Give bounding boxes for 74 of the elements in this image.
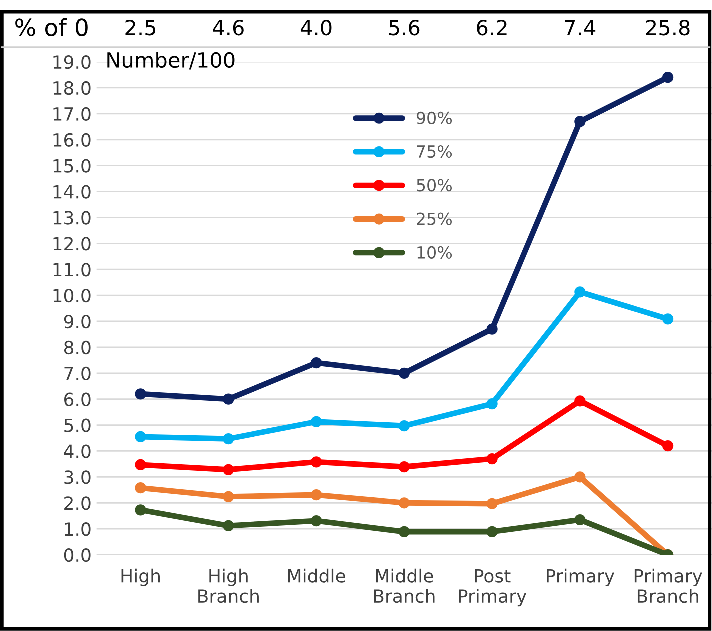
point (398, 368, 410, 379)
text: 2.5 (126, 20, 156, 36)
x-tick-label: Primary Branch (634, 568, 702, 604)
text: 7.4 (565, 20, 596, 36)
legend-label: 25% (417, 212, 452, 226)
x-tick-label: High Branch (198, 568, 259, 604)
point (310, 357, 322, 369)
point (486, 324, 498, 335)
point (398, 462, 410, 473)
y-tick-label: 10.0 (54, 289, 91, 303)
x-tick-label: Middle (288, 568, 346, 583)
point (223, 491, 234, 502)
point (223, 433, 234, 445)
point (398, 420, 410, 432)
legend-label: 10% (418, 246, 452, 259)
y-tick-label: 5.0 (64, 418, 91, 432)
y-tick-label: 13.0 (54, 211, 91, 225)
point (574, 286, 586, 298)
point (135, 482, 146, 494)
y-tick-label: 15.0 (54, 159, 91, 173)
point (398, 498, 410, 509)
y-tick-label: 2.0 (64, 496, 91, 510)
legend-label: 75% (417, 145, 452, 158)
legend-label: 50% (417, 179, 452, 192)
y-tick-label: 18.0 (54, 81, 91, 96)
y-tick-label: 8.0 (64, 340, 91, 355)
point (662, 314, 674, 325)
point (398, 526, 410, 538)
point (135, 459, 146, 471)
x-tick-label: High (122, 568, 160, 586)
point (310, 456, 322, 468)
text: 4.6 (213, 20, 244, 36)
point (310, 416, 322, 428)
point (574, 514, 586, 526)
y-tick-label: 0.0 (64, 548, 91, 562)
text: % of 0 (16, 18, 88, 37)
point (662, 72, 674, 84)
point (223, 394, 234, 405)
y-tick-label: 14.0 (54, 185, 91, 199)
y-tick-label: 12.0 (54, 237, 91, 251)
y-axis-title: Number/100 (108, 52, 235, 70)
y-tick-label: 1.0 (65, 522, 91, 536)
y-tick-label: 4.0 (64, 444, 91, 458)
point (223, 464, 234, 476)
point (135, 388, 146, 400)
point (662, 440, 674, 452)
point (486, 498, 498, 510)
point (574, 116, 586, 128)
point (486, 453, 498, 465)
point (223, 520, 234, 532)
point (135, 431, 146, 443)
point (310, 490, 322, 501)
y-tick-label: 19.0 (54, 55, 91, 70)
y-tick-label: 9.0 (64, 314, 91, 329)
y-tick-label: 7.0 (64, 366, 91, 381)
text: 25.8 (646, 20, 690, 36)
y-tick-label: 16.0 (54, 133, 91, 147)
point (135, 504, 146, 516)
text: 5.6 (389, 20, 420, 36)
x-tick-label: Primary (547, 568, 615, 586)
y-tick-label: 6.0 (64, 392, 91, 406)
y-tick-label: 11.0 (54, 263, 91, 277)
legend-label: 90% (416, 112, 452, 124)
text: 6.2 (477, 20, 507, 36)
y-tick-label: 3.0 (64, 470, 91, 484)
point (574, 472, 586, 483)
point (486, 398, 498, 410)
point (574, 396, 586, 407)
point (486, 526, 498, 538)
x-tick-label: Post Primary (459, 569, 527, 607)
x-tick-label: Middle Branch (374, 568, 435, 604)
y-tick-label: 17.0 (54, 107, 91, 122)
text: 4.0 (300, 20, 332, 36)
point (310, 515, 322, 527)
